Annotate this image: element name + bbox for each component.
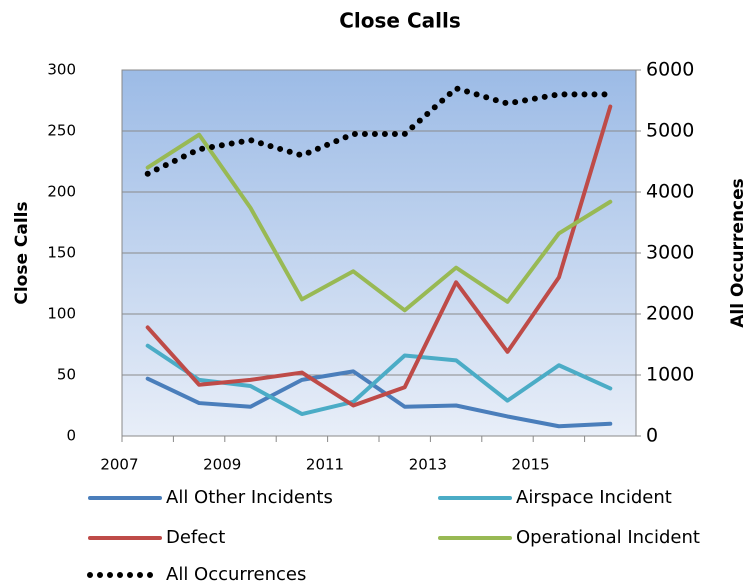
x-tick-label: 2007 (100, 456, 138, 474)
chart-title: Close Calls (339, 9, 461, 33)
legend-label: Airspace Incident (516, 487, 672, 508)
y-tick-label: 50 (57, 366, 76, 384)
legend-label: Defect (166, 527, 225, 548)
y2-axis-title: All Occurrences (728, 178, 748, 328)
y-tick-label: 300 (47, 61, 76, 79)
series-line (145, 369, 613, 429)
x-tick-label: 2013 (409, 456, 447, 474)
y2-tick-label: 4000 (646, 181, 694, 203)
legend-label: All Other Incidents (166, 487, 333, 508)
x-tick-label: 2009 (203, 456, 241, 474)
series-line (144, 85, 614, 177)
series-line (145, 104, 613, 408)
legend-label: All Occurrences (166, 564, 306, 585)
y2-tick-label: 1000 (646, 364, 694, 386)
y2-tick-label: 0 (646, 425, 658, 447)
legend-label: Operational Incident (516, 527, 700, 548)
y-tick-label: 100 (47, 305, 76, 323)
y2-tick-label: 3000 (646, 242, 694, 264)
y-tick-label: 250 (47, 122, 76, 140)
x-tick-label: 2011 (306, 456, 344, 474)
y-tick-label: 200 (47, 183, 76, 201)
y-tick-label: 150 (47, 244, 76, 262)
y2-tick-label: 6000 (646, 59, 694, 81)
y-axis-title: Close Calls (12, 201, 32, 304)
y-tick-label: 0 (66, 427, 76, 445)
y2-tick-label: 5000 (646, 120, 694, 142)
series-line (145, 132, 613, 313)
x-tick-label: 2015 (512, 456, 550, 474)
y2-tick-label: 2000 (646, 303, 694, 325)
